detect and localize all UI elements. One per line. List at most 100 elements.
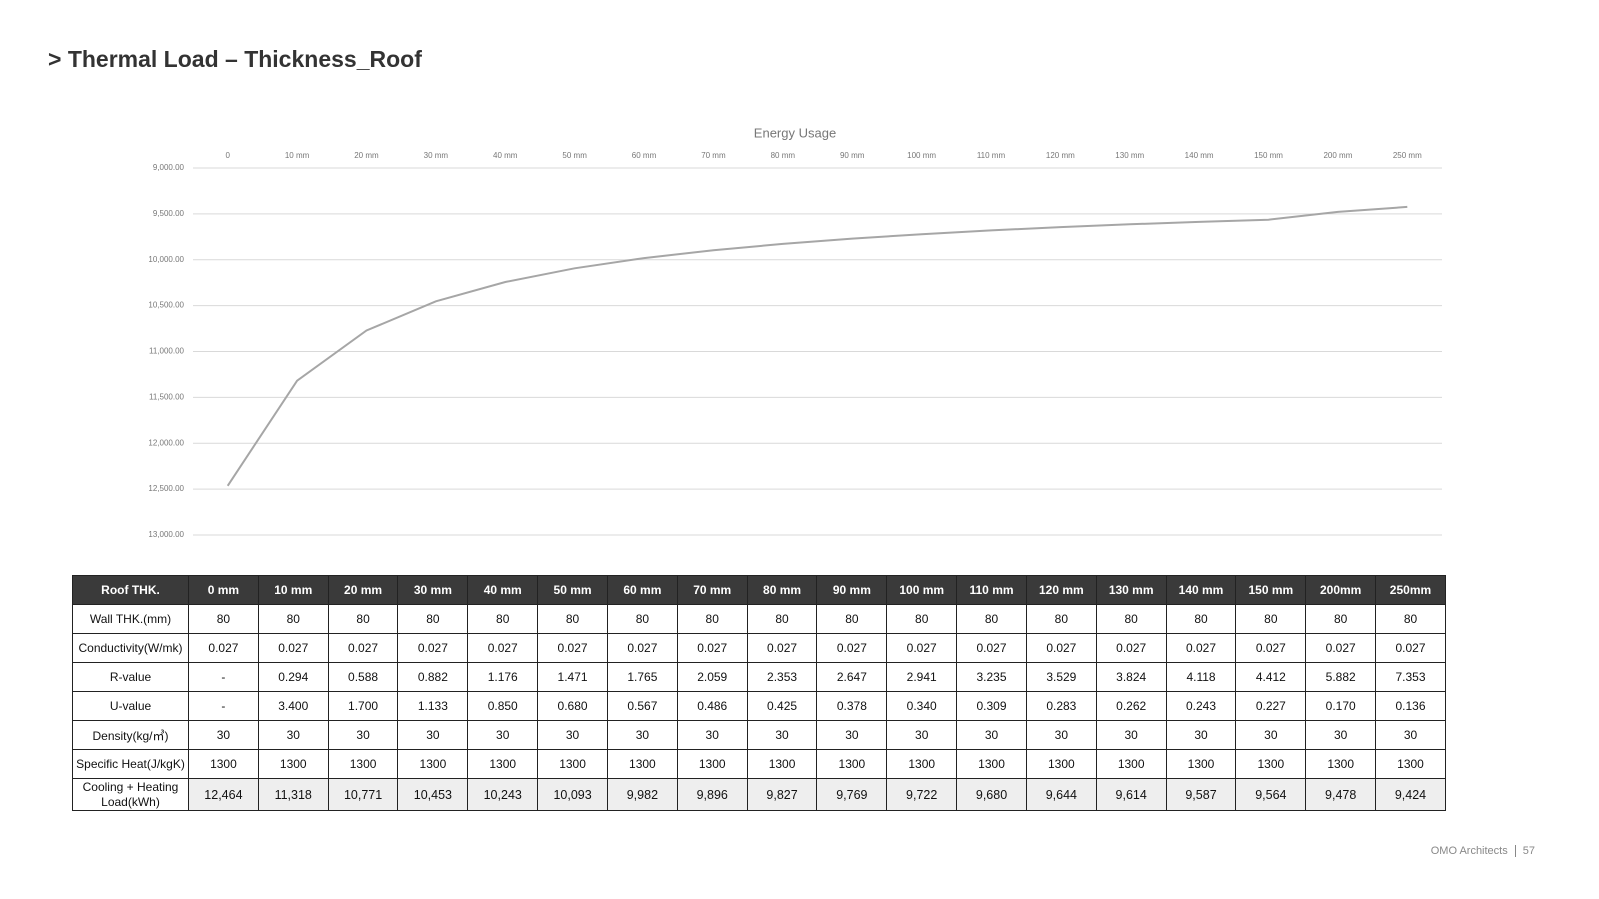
table-cell: 80 bbox=[746, 604, 818, 634]
table-cell: 1300 bbox=[327, 749, 399, 779]
x-tick-label: 140 mm bbox=[1185, 151, 1214, 160]
table-cell: 0.027 bbox=[676, 633, 748, 663]
x-tick-label: 60 mm bbox=[632, 151, 657, 160]
table-cell: 30 bbox=[467, 720, 539, 750]
table-cell: 0.425 bbox=[746, 691, 818, 721]
table-cell: 1.700 bbox=[327, 691, 399, 721]
table-cell: 1.176 bbox=[467, 662, 539, 692]
x-tick-label: 20 mm bbox=[354, 151, 379, 160]
table-cell: 1300 bbox=[397, 749, 469, 779]
x-tick-label: 250 mm bbox=[1393, 151, 1422, 160]
table-cell: 1300 bbox=[1025, 749, 1097, 779]
table-cell: 2.941 bbox=[886, 662, 958, 692]
table-cell: 0.136 bbox=[1375, 691, 1446, 721]
data-line bbox=[226, 205, 1408, 487]
table-cell: 0.027 bbox=[1375, 633, 1446, 663]
table-cell: 30 bbox=[1235, 720, 1307, 750]
header-cell: 140 mm bbox=[1165, 575, 1237, 605]
header-cell: 60 mm bbox=[606, 575, 678, 605]
table-cell: 1300 bbox=[1235, 749, 1307, 779]
table-cell: - bbox=[188, 662, 259, 692]
table-cell: 0.027 bbox=[886, 633, 958, 663]
x-tick-label: 50 mm bbox=[562, 151, 587, 160]
table-cell: 80 bbox=[397, 604, 469, 634]
table-cell: 5.882 bbox=[1305, 662, 1377, 692]
x-tick-label: 10 mm bbox=[285, 151, 310, 160]
table-cell: 0.588 bbox=[327, 662, 399, 692]
chart: Energy Usage 9,000.00 9,500.00 10,000.00 10… bbox=[148, 125, 1442, 539]
header-cell: 120 mm bbox=[1025, 575, 1097, 605]
table-cell: 80 bbox=[606, 604, 678, 634]
table-cell: 1.133 bbox=[397, 691, 469, 721]
y-tick-label: 11,000.00 bbox=[149, 347, 185, 356]
x-tick-label: 110 mm bbox=[977, 151, 1006, 160]
table-cell: 9,982 bbox=[606, 778, 678, 811]
table-cell: 7.353 bbox=[1375, 662, 1446, 692]
x-tick-label: 40 mm bbox=[493, 151, 518, 160]
table-row: Density(kg/㎥) 30 30 30 30 30 30 30 30 30 30 30 30 30 3… bbox=[72, 720, 1446, 750]
table-cell: 3.400 bbox=[257, 691, 329, 721]
x-tick-label: 120 mm bbox=[1046, 151, 1075, 160]
table-cell: 0.027 bbox=[1165, 633, 1237, 663]
table-cell: 1300 bbox=[606, 749, 678, 779]
y-tick-label: 12,000.00 bbox=[148, 438, 184, 447]
table-cell: 1300 bbox=[1165, 749, 1237, 779]
header-cell: 0 mm bbox=[188, 575, 259, 605]
table-cell: 30 bbox=[257, 720, 329, 750]
table-cell: 10,771 bbox=[327, 778, 399, 811]
table-cell: 30 bbox=[676, 720, 748, 750]
table-cell: 9,478 bbox=[1305, 778, 1377, 811]
table-cell: 9,827 bbox=[746, 778, 818, 811]
header-cell: 20 mm bbox=[327, 575, 399, 605]
table-cell: 0.027 bbox=[816, 633, 888, 663]
table-cell: 4.118 bbox=[1165, 662, 1237, 692]
row-label: Cooling + Heating Load(kWh) bbox=[72, 778, 189, 811]
table-cell: 30 bbox=[1375, 720, 1446, 750]
table-cell: 0.027 bbox=[397, 633, 469, 663]
table-cell: 0.309 bbox=[956, 691, 1027, 721]
table-cell: 1.765 bbox=[606, 662, 678, 692]
table-cell: 1300 bbox=[467, 749, 539, 779]
table-cell: 2.059 bbox=[676, 662, 748, 692]
x-tick-label: 0 bbox=[225, 151, 230, 160]
table-cell: 80 bbox=[257, 604, 329, 634]
table-cell: 1300 bbox=[746, 749, 818, 779]
table-cell: 0.027 bbox=[327, 633, 399, 663]
table-cell: 80 bbox=[1095, 604, 1167, 634]
table-cell: 80 bbox=[886, 604, 958, 634]
header-cell: 250mm bbox=[1375, 575, 1446, 605]
table-cell: 3.529 bbox=[1025, 662, 1097, 692]
table-row: Specific Heat(J/kgK) 1300 1300 1300 1300 1300… bbox=[72, 749, 1446, 779]
x-tick-label: 30 mm bbox=[424, 151, 449, 160]
table-cell: 30 bbox=[397, 720, 469, 750]
table-cell: 80 bbox=[1165, 604, 1237, 634]
row-label: Density(kg/㎥) bbox=[72, 720, 189, 750]
header-cell: 100 mm bbox=[886, 575, 958, 605]
table-cell: 0.262 bbox=[1095, 691, 1167, 721]
table-cell: 0.027 bbox=[956, 633, 1027, 663]
data-table: Roof THK. 0 mm 10 mm 20 mm 30 mm 40 mm 50 mm 60… bbox=[72, 575, 1446, 811]
table-cell: 0.882 bbox=[397, 662, 469, 692]
x-tick-label: 150 mm bbox=[1254, 151, 1283, 160]
table-cell: 30 bbox=[1025, 720, 1097, 750]
table-cell: 0.340 bbox=[886, 691, 958, 721]
header-cell: 40 mm bbox=[467, 575, 539, 605]
row-label: U-value bbox=[72, 691, 189, 721]
table-cell: 80 bbox=[816, 604, 888, 634]
table-cell: 0.283 bbox=[1025, 691, 1097, 721]
table-row: Cooling + Heating Load(kWh) 12,464 11,318 1… bbox=[72, 778, 1446, 811]
table-cell: 0.027 bbox=[1025, 633, 1097, 663]
x-tick-label: 200 mm bbox=[1323, 151, 1352, 160]
y-tick-label: 10,000.00 bbox=[148, 255, 184, 264]
y-tick-label: 9,000.00 bbox=[153, 163, 185, 172]
table-cell: 30 bbox=[537, 720, 608, 750]
table-cell: 9,680 bbox=[956, 778, 1027, 811]
table-cell: 3.824 bbox=[1095, 662, 1167, 692]
table-cell: 0.294 bbox=[257, 662, 329, 692]
slide-title: > Thermal Load – Thickness_Roof bbox=[48, 46, 422, 72]
header-cell: 50 mm bbox=[537, 575, 608, 605]
table-cell: 1300 bbox=[1375, 749, 1446, 779]
table-row: Wall THK.(mm) 80 80 80 80 80 80 80 80 80 80 80 80 80 8… bbox=[72, 604, 1446, 634]
table-cell: 1.471 bbox=[537, 662, 608, 692]
table-cell: 1300 bbox=[1095, 749, 1167, 779]
